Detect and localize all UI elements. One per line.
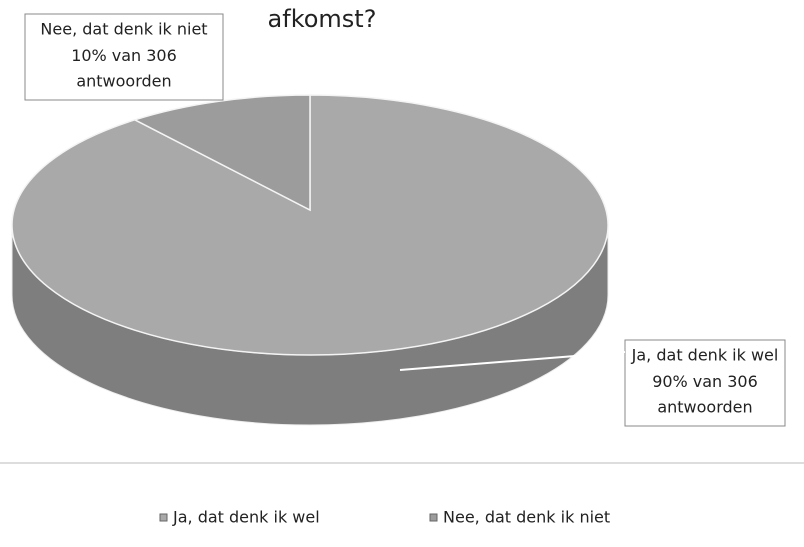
chart-title: afkomst?	[268, 5, 377, 33]
data-label-value: 90% van 306	[652, 372, 758, 391]
data-label-value: 10% van 306	[71, 46, 177, 65]
data-label-category: Nee, dat denk ik niet	[40, 20, 207, 39]
leader-line	[399, 351, 626, 371]
count-label: van 306	[693, 372, 758, 391]
pie-slice	[132, 94, 311, 212]
data-label-category: Ja, dat denk ik wel	[631, 346, 779, 365]
value-label: 90%	[652, 372, 688, 391]
data-label-unit: antwoorden	[657, 398, 752, 417]
data-label-unit: antwoorden	[76, 72, 171, 91]
legend-label: Nee, dat denk ik niet	[443, 508, 610, 527]
data-label-box	[624, 339, 786, 427]
count-label: van 306	[112, 46, 177, 65]
data-label-box	[24, 13, 224, 101]
legend-swatch	[159, 513, 168, 522]
value-label: 10%	[71, 46, 107, 65]
pie-slice	[11, 94, 609, 356]
legend-swatch	[429, 513, 438, 522]
legend-label: Ja, dat denk ik wel	[172, 508, 320, 527]
